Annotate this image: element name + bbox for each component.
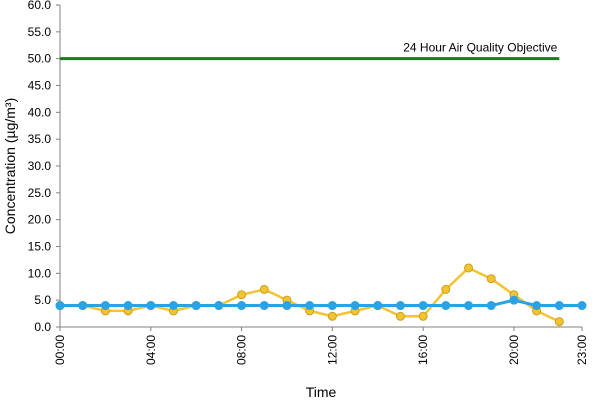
y-tick-label: 0.0 — [34, 320, 51, 334]
data-point — [395, 311, 405, 321]
y-tick-label: 25.0 — [28, 186, 52, 200]
data-point — [464, 301, 474, 311]
data-point — [554, 301, 564, 311]
data-point — [532, 301, 542, 311]
x-tick-label: 12:00 — [325, 335, 339, 365]
data-point — [78, 301, 88, 311]
data-point — [191, 301, 201, 311]
data-point — [305, 301, 315, 311]
y-tick-label: 55.0 — [28, 25, 52, 39]
data-point — [55, 301, 65, 311]
series-line — [60, 298, 582, 308]
x-axis-title: Time — [306, 384, 337, 400]
data-point — [327, 301, 337, 311]
air-quality-objective-label: 24 Hour Air Quality Objective — [403, 41, 557, 55]
data-point — [486, 274, 496, 284]
y-tick-label: 10.0 — [28, 266, 52, 280]
data-point — [123, 301, 133, 311]
data-point — [259, 301, 269, 311]
data-point — [441, 284, 451, 294]
x-tick-label: 16:00 — [416, 335, 430, 365]
data-point — [168, 301, 178, 311]
data-point — [327, 311, 337, 321]
data-point — [441, 301, 451, 311]
x-tick-label: 08:00 — [235, 335, 249, 365]
data-point — [373, 301, 383, 311]
data-point — [282, 301, 292, 311]
x-axis-ticks: 00:00 04:00 08:00 12:00 16:00 20:00 23:00 — [53, 327, 589, 365]
data-point — [464, 263, 474, 273]
y-tick-label: 50.0 — [28, 52, 52, 66]
y-tick-label: 20.0 — [28, 213, 52, 227]
y-tick-label: 60.0 — [28, 0, 52, 12]
data-point — [146, 301, 156, 311]
data-point — [237, 301, 247, 311]
data-point — [100, 301, 110, 311]
data-point — [214, 301, 224, 311]
data-point — [350, 301, 360, 311]
y-tick-label: 5.0 — [34, 293, 51, 307]
reference-line-group: 24 Hour Air Quality Objective — [60, 41, 560, 61]
series-2 — [55, 295, 587, 311]
data-point — [554, 317, 564, 327]
y-tick-label: 45.0 — [28, 79, 52, 93]
x-tick-label: 04:00 — [144, 335, 158, 365]
y-tick-label: 30.0 — [28, 159, 52, 173]
x-tick-label: 20:00 — [507, 335, 521, 365]
data-point — [395, 301, 405, 311]
y-axis-ticks: 0.0 5.0 10.0 15.0 20.0 25.0 30.0 35.0 40.0 45.0 50… — [28, 0, 60, 334]
data-point — [237, 290, 247, 300]
series-1 — [55, 263, 564, 327]
data-point — [509, 295, 519, 305]
x-tick-label: 00:00 — [53, 335, 67, 365]
series-group — [55, 263, 587, 327]
x-tick-label: 23:00 — [575, 335, 589, 365]
data-point — [577, 301, 587, 311]
y-tick-label: 40.0 — [28, 105, 52, 119]
y-tick-label: 15.0 — [28, 240, 52, 254]
y-tick-label: 35.0 — [28, 132, 52, 146]
data-point — [259, 284, 269, 294]
data-point — [418, 311, 428, 321]
data-point — [418, 301, 428, 311]
y-axis-title: Concentration (µg/m³) — [2, 98, 18, 234]
data-point — [486, 301, 496, 311]
